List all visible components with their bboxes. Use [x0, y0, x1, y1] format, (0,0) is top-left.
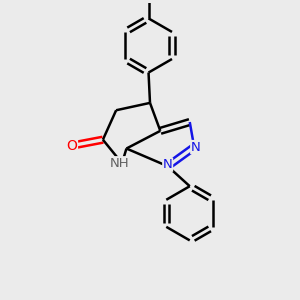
- Text: NH: NH: [109, 157, 129, 170]
- Text: N: N: [191, 141, 200, 154]
- Text: O: O: [67, 139, 77, 153]
- Text: N: N: [163, 158, 172, 171]
